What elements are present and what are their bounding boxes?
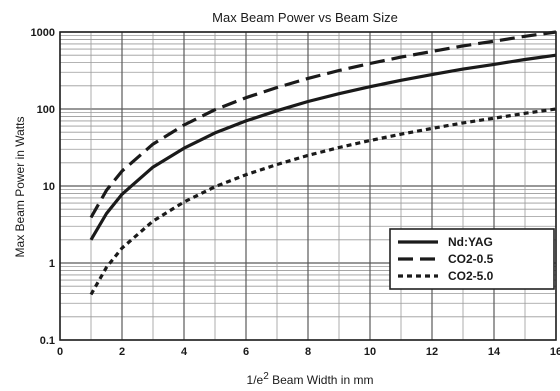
legend-label: Nd:YAG <box>448 235 493 249</box>
x-tick-labels: 0 2 4 6 8 10 12 14 16 <box>57 346 560 358</box>
x-tick-label: 12 <box>426 346 438 358</box>
x-tick-label: 0 <box>57 346 63 358</box>
plot-frame <box>59 31 557 341</box>
series-line-co2-0-5 <box>89 30 557 219</box>
y-axis-label: Max Beam Power in Watts <box>13 117 27 258</box>
x-tick-label: 16 <box>550 346 560 358</box>
y-tick-label: 0.1 <box>40 335 55 347</box>
legend-label: CO2-5.0 <box>448 269 494 283</box>
x-axis-label: 1/e2 Beam Width in mm <box>247 371 374 387</box>
x-tick-label: 4 <box>181 346 188 358</box>
x-tick-label: 2 <box>119 346 125 358</box>
series-line-co2-5-0 <box>89 107 557 296</box>
legend-box <box>389 228 555 290</box>
x-tick-label: 6 <box>243 346 249 358</box>
y-tick-labels: 0.1 1 10 100 1000 <box>31 27 55 347</box>
legend: Nd:YAG CO2-0.5 CO2-5.0 <box>389 228 555 290</box>
series-line-nd-yag <box>89 53 557 241</box>
plot-border <box>59 31 557 341</box>
x-axis-label-suffix: Beam Width in mm <box>269 373 374 387</box>
y-tick-label: 10 <box>43 181 55 193</box>
x-axis-label-prefix: 1/e <box>247 373 264 387</box>
y-tick-label: 1 <box>49 258 55 270</box>
legend-label: CO2-0.5 <box>448 252 494 266</box>
y-tick-label: 100 <box>37 104 55 116</box>
x-axis-label-superscript: 2 <box>263 371 269 382</box>
series-lines <box>89 30 557 296</box>
x-tick-label: 10 <box>364 346 376 358</box>
y-tick-label: 1000 <box>31 27 55 39</box>
x-tick-label: 14 <box>488 346 501 358</box>
chart-title: Max Beam Power vs Beam Size <box>212 10 398 25</box>
x-tick-label: 8 <box>305 346 311 358</box>
